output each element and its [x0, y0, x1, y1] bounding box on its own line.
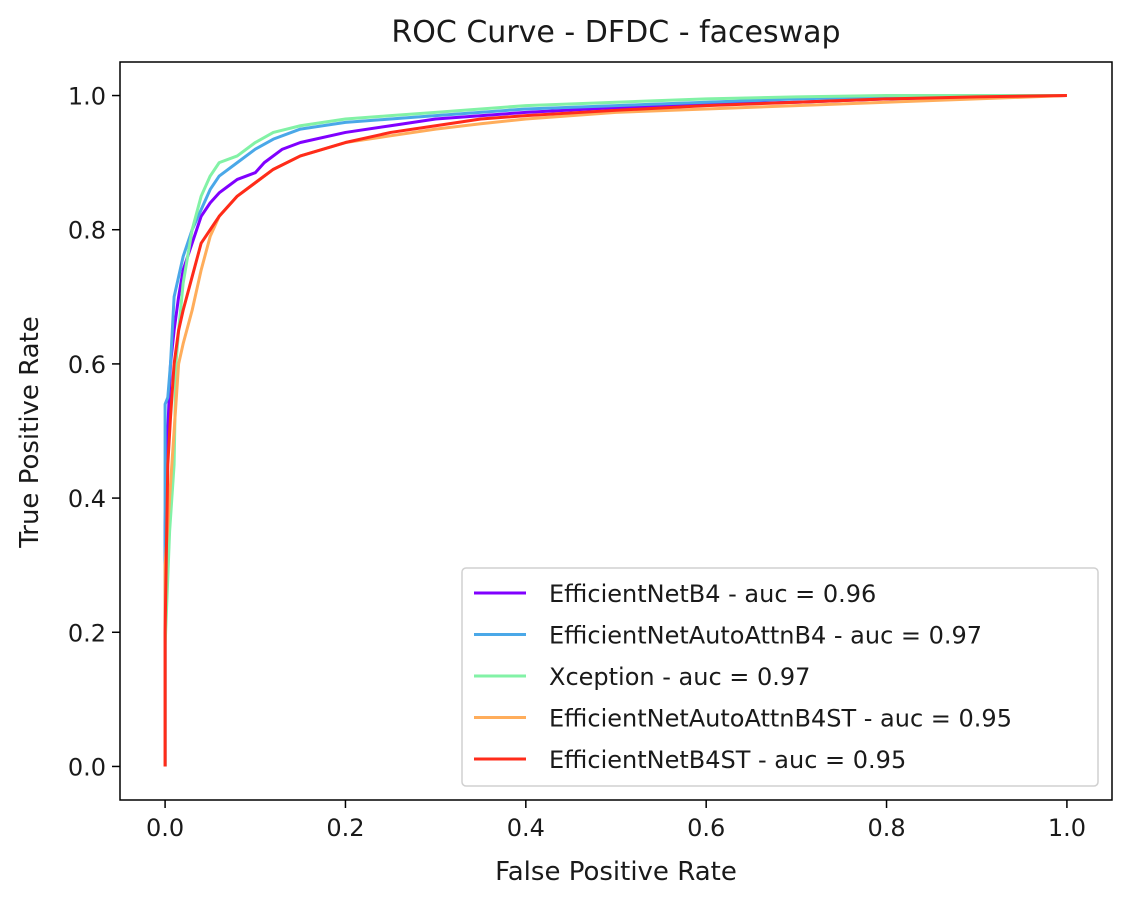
series-line-2 [163, 94, 1067, 767]
legend-label-2: Xception - auc = 0.97 [549, 663, 810, 691]
x-tick-label: 0.0 [146, 814, 184, 842]
series-line-4 [163, 94, 1067, 767]
legend-label-3: EfficientNetAutoAttnB4ST - auc = 0.95 [549, 705, 1012, 733]
legend-label-0: EfficientNetB4 - auc = 0.96 [549, 580, 876, 608]
chart-title: ROC Curve - DFDC - faceswap [391, 15, 840, 50]
y-axis-label: True Positive Rate [15, 316, 45, 549]
series-line-0 [163, 94, 1067, 767]
x-tick-label: 0.2 [326, 814, 364, 842]
plot-area: 0.0 0.2 0.4 0.6 0.8 1.0 0.0 0.2 0.4 0.6 0.8 1.0 Effi… [68, 61, 1113, 842]
y-tick-label: 0.4 [68, 485, 106, 513]
legend-box [461, 567, 1099, 787]
series-line-1 [163, 94, 1067, 767]
x-axis-label: False Positive Rate [495, 857, 737, 887]
legend-label-1: EfficientNetAutoAttnB4 - auc = 0.97 [549, 622, 982, 650]
x-tick-label: 0.8 [867, 814, 905, 842]
y-tick-label: 0.6 [68, 351, 106, 379]
legend: EfficientNetB4 - auc = 0.96 EfficientNetA… [461, 567, 1099, 787]
y-tick-label: 1.0 [68, 83, 106, 111]
y-tick-label: 0.0 [68, 753, 106, 781]
x-tick-label: 1.0 [1048, 814, 1086, 842]
x-tick-label: 0.6 [687, 814, 725, 842]
y-tick-label: 0.8 [68, 217, 106, 245]
legend-label-4: EfficientNetB4ST - auc = 0.95 [549, 746, 906, 774]
axes-frame [119, 61, 1113, 801]
x-tick-label: 0.4 [507, 814, 545, 842]
y-tick-label: 0.2 [68, 619, 106, 647]
